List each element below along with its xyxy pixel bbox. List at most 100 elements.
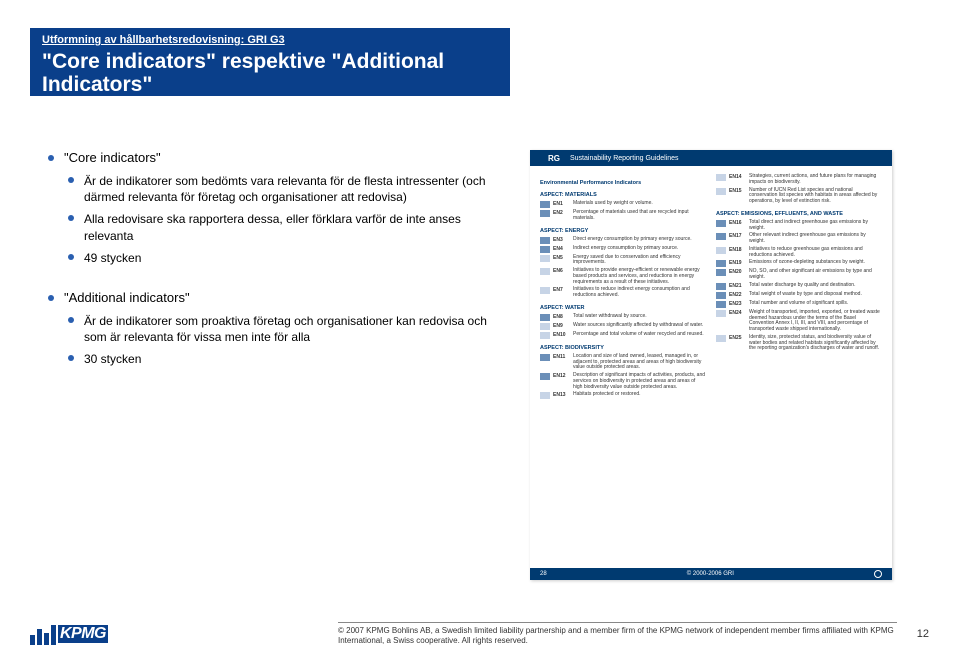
add-tag-icon	[540, 287, 550, 294]
add-tag-icon	[716, 247, 726, 254]
indicator-row: EN13Habitats protected or restored.	[540, 392, 706, 399]
header-subtitle: Utformning av hållbarhetsredovisning: GR…	[42, 34, 498, 46]
core-tag-icon	[540, 210, 550, 217]
indicator-row: EN14Strategies, current actions, and fut…	[716, 174, 882, 186]
indicator-code: EN21	[729, 283, 749, 289]
item-text: Är de indikatorer som bedömts vara relev…	[84, 173, 488, 205]
copyright-text: © 2007 KPMG Bohlins AB, a Swedish limite…	[338, 622, 897, 646]
item-text: 49 stycken	[84, 250, 488, 266]
slide-footer: KPMG © 2007 KPMG Bohlins AB, a Swedish l…	[0, 617, 959, 651]
indicator-code: EN13	[553, 392, 573, 398]
indicator-row: EN12Description of significant impacts o…	[540, 373, 706, 390]
thumb-footer: 28 © 2000-2006 GRI	[530, 568, 892, 580]
indicator-description: Materials used by weight or volume.	[573, 201, 706, 207]
aspect-heading: ASPECT: ENERGY	[540, 228, 706, 234]
indicator-description: Direct energy consumption by primary ene…	[573, 237, 706, 243]
indicator-row: EN6Initiatives to provide energy-efficie…	[540, 268, 706, 285]
indicator-code: EN19	[729, 260, 749, 266]
add-tag-icon	[540, 323, 550, 330]
thumb-column-left: Environmental Performance Indicators ASP…	[540, 174, 706, 401]
indicator-row: EN25Identity, size, protected status, an…	[716, 335, 882, 352]
item-text: Alla redovisare ska rapportera dessa, el…	[84, 211, 488, 243]
indicator-row: EN20NO, SO, and other significant air em…	[716, 269, 882, 281]
indicator-description: Identity, size, protected status, and bi…	[749, 335, 882, 352]
section-1-title: "Core indicators"	[64, 150, 161, 165]
indicator-row: EN10Percentage and total volume of water…	[540, 332, 706, 339]
indicator-code: EN24	[729, 310, 749, 316]
indicator-row: EN2Percentage of materials used that are…	[540, 210, 706, 222]
bullet-icon	[48, 155, 54, 161]
column-heading: Environmental Performance Indicators	[540, 180, 706, 186]
core-tag-icon	[540, 314, 550, 321]
bullet-icon	[68, 177, 74, 183]
thumb-page-num: 28	[540, 571, 547, 577]
section-1-heading: "Core indicators"	[48, 150, 488, 165]
indicator-row: EN22Total weight of waste by type and di…	[716, 292, 882, 299]
thumb-column-right: EN14Strategies, current actions, and fut…	[716, 174, 882, 401]
core-tag-icon	[716, 220, 726, 227]
indicator-description: Initiatives to reduce indirect energy co…	[573, 287, 706, 299]
thumb-copyright: © 2000-2006 GRI	[687, 571, 734, 577]
list-item: Är de indikatorer som bedömts vara relev…	[68, 173, 488, 205]
core-tag-icon	[540, 237, 550, 244]
indicator-row: EN9Water sources significantly affected …	[540, 323, 706, 330]
core-tag-icon	[540, 373, 550, 380]
indicator-description: Weight of transported, imported, exporte…	[749, 310, 882, 333]
indicator-row: EN1Materials used by weight or volume.	[540, 201, 706, 208]
thumb-title: Sustainability Reporting Guidelines	[570, 155, 679, 162]
aspect-heading: ASPECT: MATERIALS	[540, 192, 706, 198]
core-tag-icon	[540, 246, 550, 253]
indicator-description: Total water withdrawal by source.	[573, 314, 706, 320]
indicator-row: EN7Initiatives to reduce indirect energy…	[540, 287, 706, 299]
indicator-row: EN18Initiatives to reduce greenhouse gas…	[716, 247, 882, 259]
core-tag-icon	[716, 233, 726, 240]
indicator-code: EN11	[553, 354, 573, 360]
indicator-code: EN23	[729, 301, 749, 307]
indicator-row: EN5Energy saved due to conservation and …	[540, 255, 706, 267]
indicator-code: EN20	[729, 269, 749, 275]
indicator-code: EN4	[553, 246, 573, 252]
indicator-code: EN15	[729, 188, 749, 194]
list-item: Alla redovisare ska rapportera dessa, el…	[68, 211, 488, 243]
indicator-code: EN12	[553, 373, 573, 379]
header-title: "Core indicators" respektive "Additional…	[42, 50, 498, 96]
bullet-icon	[68, 317, 74, 323]
logo-bars-icon	[30, 623, 56, 645]
item-text: 30 stycken	[84, 351, 488, 367]
indicator-row: EN15Number of IUCN Red List species and …	[716, 188, 882, 205]
indicator-description: Percentage of materials used that are re…	[573, 210, 706, 222]
add-tag-icon	[716, 335, 726, 342]
thumb-body: Environmental Performance Indicators ASP…	[530, 166, 892, 407]
bullet-icon	[68, 254, 74, 260]
thumb-header: RG Sustainability Reporting Guidelines	[530, 150, 892, 166]
indicator-code: EN10	[553, 332, 573, 338]
indicator-description: Water sources significantly affected by …	[573, 323, 706, 329]
indicator-row: EN24Weight of transported, imported, exp…	[716, 310, 882, 333]
indicator-code: EN25	[729, 335, 749, 341]
indicator-description: Habitats protected or restored.	[573, 392, 706, 398]
page-number: 12	[917, 628, 929, 640]
add-tag-icon	[716, 174, 726, 181]
indicator-description: Initiatives to reduce greenhouse gas emi…	[749, 247, 882, 259]
indicator-description: Initiatives to provide energy-efficient …	[573, 268, 706, 285]
section-2-heading: "Additional indicators"	[48, 290, 488, 305]
indicator-code: EN5	[553, 255, 573, 261]
slide-header: Utformning av hållbarhetsredovisning: GR…	[30, 28, 510, 96]
logo-text: KPMG	[58, 625, 108, 643]
indicator-row: EN4Indirect energy consumption by primar…	[540, 246, 706, 253]
core-tag-icon	[716, 269, 726, 276]
indicator-code: EN8	[553, 314, 573, 320]
indicator-code: EN18	[729, 247, 749, 253]
gri-page-thumbnail: RG Sustainability Reporting Guidelines E…	[530, 150, 892, 580]
indicator-description: Energy saved due to conservation and eff…	[573, 255, 706, 267]
bullet-icon	[48, 295, 54, 301]
indicator-description: Other relevant indirect greenhouse gas e…	[749, 233, 882, 245]
indicator-description: NO, SO, and other significant air emissi…	[749, 269, 882, 281]
indicator-description: Emissions of ozone-depleting substances …	[749, 260, 882, 266]
indicator-code: EN6	[553, 268, 573, 274]
indicator-description: Description of significant impacts of ac…	[573, 373, 706, 390]
indicator-code: EN14	[729, 174, 749, 180]
indicator-code: EN2	[553, 210, 573, 216]
list-item: 49 stycken	[68, 250, 488, 266]
add-tag-icon	[540, 392, 550, 399]
